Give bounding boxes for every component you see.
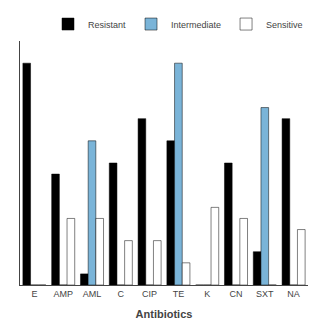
- svg-text:NA: NA: [287, 289, 300, 299]
- svg-text:Resistant: Resistant: [88, 20, 126, 30]
- svg-text:E: E: [31, 289, 37, 299]
- svg-text:Sensitive: Sensitive: [266, 20, 303, 30]
- svg-text:AML: AML: [83, 289, 102, 299]
- svg-text:Antibiotics: Antibiotics: [136, 308, 193, 320]
- svg-text:CIP: CIP: [142, 289, 157, 299]
- svg-text:C: C: [118, 289, 125, 299]
- svg-text:Intermediate: Intermediate: [171, 20, 221, 30]
- svg-text:AMP: AMP: [53, 289, 73, 299]
- svg-text:K: K: [204, 289, 210, 299]
- svg-text:CN: CN: [230, 289, 243, 299]
- svg-text:SXT: SXT: [256, 289, 274, 299]
- svg-text:TE: TE: [173, 289, 185, 299]
